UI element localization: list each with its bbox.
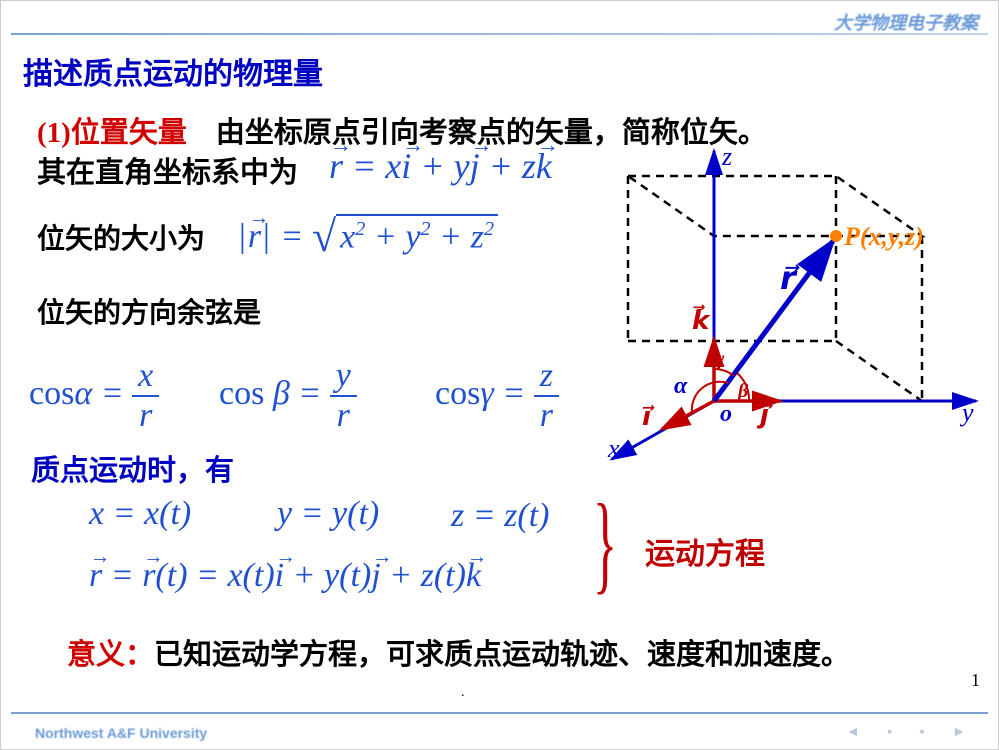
cos-beta-eq: cos β = yr (219, 359, 357, 433)
gamma-label: γ (716, 348, 725, 370)
footnote-dot: . (461, 685, 465, 701)
j-vec: j (470, 145, 480, 187)
meaning-line: 意义：已知运动学方程，可求质点运动轨迹、速度和加速度。 (67, 631, 850, 673)
university-footer: Northwest A&F University (35, 725, 207, 741)
footer-divider (11, 712, 988, 714)
r-t-eq: r = r(t) = x(t)i + y(t)j + z(t)k (89, 557, 481, 595)
motion-equations-label: 运动方程 (645, 529, 765, 573)
course-header: 大学物理电子教案 (834, 9, 978, 35)
x-t-eq: x = x(t) (89, 495, 191, 533)
page-number: 1 (971, 670, 980, 691)
y-t-eq: y = y(t) (277, 495, 379, 533)
3d-coordinate-diagram: z y x o i⃗ j⃗ k⃗ r⃗ P(x,y,z) α β γ (604, 141, 984, 461)
nav-icons[interactable]: ◄ ▪ ▪ ► (846, 725, 978, 741)
cos-gamma-eq: cosγ = zr (435, 359, 559, 433)
magnitude-eq: |r| = √x2 + y2 + z2 (237, 207, 498, 258)
z-t-eq: z = z(t) (451, 497, 550, 535)
beta-label: β (737, 380, 749, 402)
cos-alpha-eq: cosα = xr (29, 359, 159, 433)
position-vector-eq: r = xi + yj + zk (329, 145, 552, 187)
origin-label: o (720, 401, 732, 427)
cartesian-label: 其在直角坐标系中为 (37, 149, 298, 191)
meaning-text: 已知运动学方程，可求质点运动轨迹、速度和加速度。 (154, 639, 850, 671)
y-axis-label: y (959, 398, 974, 427)
section-label: 位置矢量 (71, 117, 187, 149)
section-number: (1) (37, 117, 71, 149)
top-divider (11, 33, 988, 35)
page-title: 描述质点运动的物理量 (23, 49, 323, 93)
i-vec: i (401, 145, 411, 187)
r-vec: r (329, 145, 343, 187)
point-p-label: P(x,y,z) (843, 222, 924, 251)
z-axis-label: z (721, 142, 732, 171)
direction-label: 位矢的方向余弦是 (37, 291, 261, 331)
brace-icon: } (593, 488, 617, 598)
i-unit-vec: i⃗ (642, 402, 655, 431)
k-vec: k (536, 145, 552, 187)
j-unit-vec: j⃗ (756, 400, 773, 429)
magnitude-label: 位矢的大小为 (37, 217, 205, 257)
x-axis-label: x (607, 434, 620, 461)
meaning-label: 意义： (67, 639, 154, 671)
motion-label: 质点运动时，有 (31, 447, 234, 489)
alpha-label: α (674, 373, 688, 399)
k-unit-vec: k⃗ (692, 304, 711, 335)
